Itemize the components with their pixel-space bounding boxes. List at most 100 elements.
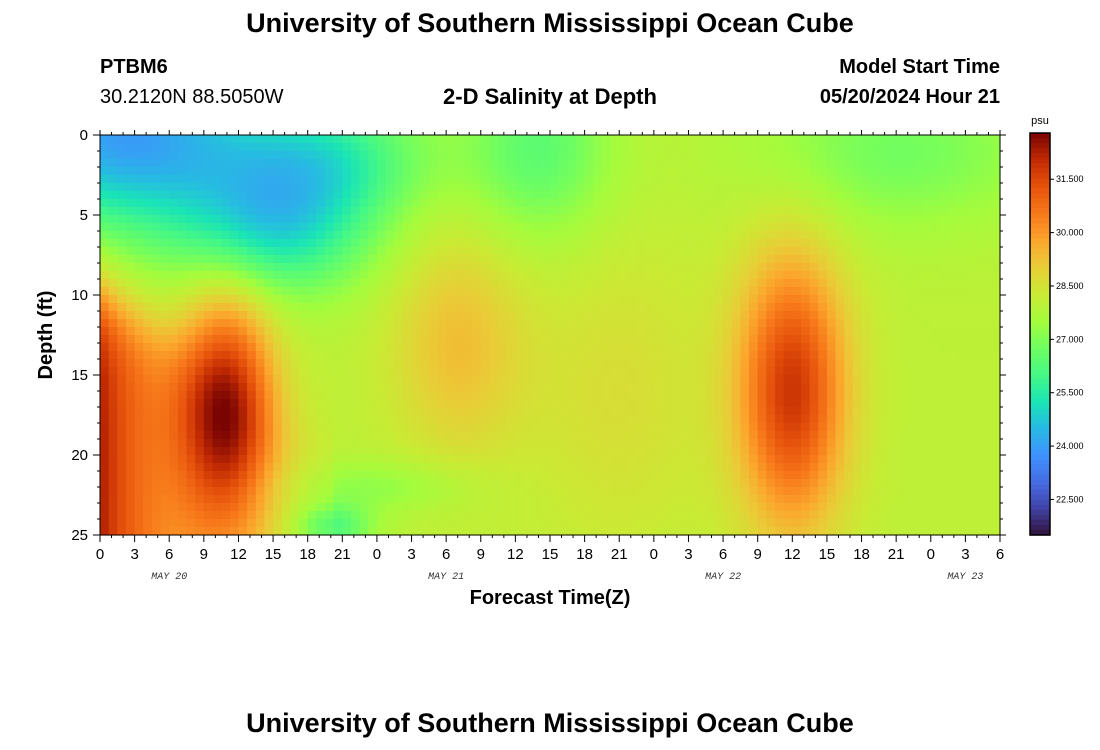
heatmap-cell <box>800 159 811 168</box>
heatmap-cell <box>420 223 430 232</box>
heatmap-cell <box>861 231 871 240</box>
heatmap-cell <box>264 311 274 320</box>
heatmap-cell <box>835 311 845 320</box>
heatmap-cell <box>411 319 421 328</box>
heatmap-cell <box>411 191 421 200</box>
heatmap-cell <box>723 503 733 512</box>
heatmap-cell <box>818 447 828 456</box>
heatmap-cell <box>229 295 240 304</box>
heatmap-cell <box>333 391 343 400</box>
heatmap-cell <box>852 135 863 144</box>
heatmap-cell <box>584 471 594 480</box>
heatmap-cell <box>411 327 421 336</box>
heatmap-cell <box>376 439 387 448</box>
heatmap-cell <box>610 519 620 528</box>
heatmap-cell <box>697 503 707 512</box>
heatmap-cell <box>255 447 266 456</box>
heatmap-cell <box>532 343 542 352</box>
heatmap-cell <box>255 295 266 304</box>
heatmap-cell <box>904 263 915 272</box>
heatmap-cell <box>325 199 335 208</box>
heatmap-cell <box>333 327 343 336</box>
heatmap-cell <box>498 487 508 496</box>
heatmap-cell <box>325 375 335 384</box>
heatmap-cell <box>679 311 690 320</box>
heatmap-cell <box>593 375 603 384</box>
heatmap-cell <box>775 311 785 320</box>
heatmap-cell <box>532 271 542 280</box>
heatmap-cell <box>229 255 240 264</box>
heatmap-cell <box>783 487 793 496</box>
heatmap-cell <box>922 279 932 288</box>
heatmap-cell <box>775 487 785 496</box>
heatmap-cell <box>610 423 620 432</box>
heatmap-cell <box>688 399 698 408</box>
heatmap-cell <box>524 311 534 320</box>
heatmap-cell <box>376 527 387 536</box>
heatmap-cell <box>766 447 776 456</box>
heatmap-cell <box>636 239 646 248</box>
heatmap-cell <box>307 231 317 240</box>
heatmap-cell <box>342 295 352 304</box>
heatmap-cell <box>515 303 525 312</box>
heatmap-cell <box>186 295 196 304</box>
heatmap-cell <box>506 239 516 248</box>
heatmap-cell <box>740 215 750 224</box>
heatmap-cell <box>238 399 248 408</box>
heatmap-cell <box>273 343 283 352</box>
heatmap-cell <box>593 351 603 360</box>
heatmap-cell <box>731 431 741 440</box>
heatmap-cell <box>186 423 196 432</box>
heatmap-cell <box>151 151 162 160</box>
heatmap-cell <box>359 207 369 216</box>
heatmap-cell <box>506 439 516 448</box>
heatmap-cell <box>229 487 240 496</box>
heatmap-cell <box>783 183 793 192</box>
heatmap-cell <box>411 487 421 496</box>
heatmap-cell <box>575 175 586 184</box>
heatmap-cell <box>463 287 473 296</box>
heatmap-cell <box>290 311 300 320</box>
heatmap-cell <box>143 511 153 520</box>
heatmap-cell <box>826 463 837 472</box>
heatmap-cell <box>956 303 966 312</box>
heatmap-cell <box>757 415 767 424</box>
heatmap-cell <box>844 303 854 312</box>
heatmap-cell <box>852 511 863 520</box>
heatmap-cell <box>333 495 343 504</box>
heatmap-cell <box>904 327 915 336</box>
heatmap-cell <box>852 383 863 392</box>
heatmap-cell <box>498 231 508 240</box>
heatmap-cell <box>333 151 343 160</box>
heatmap-cell <box>255 511 266 520</box>
heatmap-cell <box>948 239 958 248</box>
heatmap-cell <box>749 439 759 448</box>
heatmap-cell <box>325 303 335 312</box>
heatmap-cell <box>195 351 205 360</box>
heatmap-cell <box>177 215 188 224</box>
heatmap-cell <box>714 519 724 528</box>
heatmap-cell <box>108 415 118 424</box>
heatmap-cell <box>229 343 240 352</box>
heatmap-cell <box>653 407 664 416</box>
heatmap-cell <box>273 255 283 264</box>
heatmap-cell <box>385 359 395 368</box>
heatmap-cell <box>307 343 317 352</box>
heatmap-cell <box>143 231 153 240</box>
heatmap-cell <box>125 271 136 280</box>
heatmap-cell <box>558 463 568 472</box>
heatmap-cell <box>913 343 923 352</box>
heatmap-cell <box>800 319 811 328</box>
heatmap-cell <box>290 319 300 328</box>
heatmap-cell <box>125 503 136 512</box>
heatmap-cell <box>610 247 620 256</box>
heatmap-cell <box>567 343 577 352</box>
heatmap-cell <box>878 295 889 304</box>
heatmap-cell <box>143 447 153 456</box>
heatmap-cell <box>437 455 447 464</box>
heatmap-cell <box>653 143 664 152</box>
heatmap-cell <box>290 279 300 288</box>
heatmap-cell <box>584 199 594 208</box>
heatmap-cell <box>844 159 854 168</box>
heatmap-cell <box>723 447 733 456</box>
